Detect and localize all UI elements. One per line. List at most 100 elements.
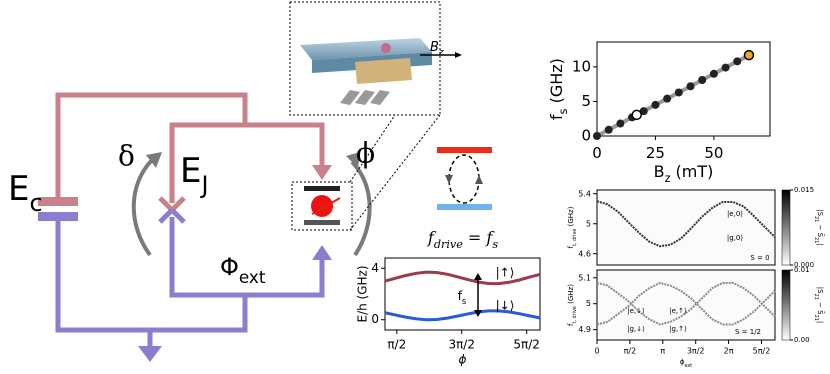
colorbar-label-part: 21	[814, 216, 820, 222]
x-tick-label: 3π/2	[448, 337, 475, 351]
field-label-part: B	[430, 40, 439, 55]
data-point	[651, 100, 660, 109]
x-axis-label-part: ϕ	[680, 358, 685, 366]
y-axis-label-part: f	[547, 114, 566, 120]
colorbar-label-part: |S	[816, 209, 824, 216]
annotation: S = 1/2	[735, 328, 761, 336]
y-tick-label: 4.9	[578, 325, 591, 334]
y-tick-label: 5	[586, 219, 591, 228]
data-point	[733, 57, 742, 66]
resonance-label-part: drive	[434, 238, 463, 251]
colorbar-tick-label: 0.000	[794, 261, 814, 269]
colorbar-tick-label: 0.00	[794, 336, 810, 344]
y-tick-label: 5.1	[578, 273, 591, 282]
colorbar-label-part: 21	[814, 315, 820, 321]
y-axis-label-part: f	[567, 245, 575, 248]
y-axis-label: E/h (GHz)	[356, 265, 370, 322]
field-label: Bz	[430, 40, 444, 58]
data-point	[674, 88, 683, 97]
y-axis-label-part: t, drive	[572, 229, 578, 246]
series-line	[384, 270, 541, 286]
data-point	[709, 69, 718, 78]
series-line	[596, 281, 776, 326]
junction-label: EJ	[180, 151, 209, 199]
y-tick-label: 4.6	[578, 249, 591, 258]
data-point	[604, 125, 613, 134]
colorbar-label-part: 21	[814, 294, 820, 300]
annotation: |e,↑⟩	[669, 307, 687, 315]
y-tick-label: 5	[581, 92, 591, 110]
y-axis-label-part: s	[557, 108, 570, 114]
gap-arrow-head	[474, 310, 482, 317]
series-line	[596, 281, 776, 326]
x-tick-label: π	[660, 347, 665, 356]
y-axis-label-part: (GHz)	[567, 206, 575, 228]
y-tick-label: 5.4	[578, 189, 591, 198]
annotation: S = 0	[750, 254, 769, 262]
highlight-point	[631, 109, 642, 121]
x-tick-label: 50	[704, 144, 723, 162]
data-point	[616, 119, 625, 128]
flux-label: Φext	[220, 253, 266, 287]
annotation: fs	[458, 289, 467, 306]
resonance-label-part: = f	[463, 228, 496, 247]
resonance-label: fdrive = fs	[427, 228, 498, 251]
colorbar	[781, 269, 791, 341]
colorbar-tick-label: 0.01	[794, 266, 810, 274]
plot-frame	[596, 41, 771, 137]
field-label-part: z	[438, 48, 444, 58]
series-line	[384, 309, 541, 322]
x-tick-label: 25	[646, 144, 665, 162]
flux-label-part: ext	[239, 267, 266, 287]
phi-label: ϕ	[356, 137, 375, 170]
x-tick-label: π/2	[624, 347, 637, 356]
capacitor-label-part: c	[29, 189, 42, 217]
x-tick-label: 3π/2	[687, 347, 705, 356]
junction-label-part: E	[180, 151, 201, 191]
y-axis-label-part: (GHz)	[567, 284, 575, 306]
annotation-part: s	[462, 296, 466, 306]
delta-label: δ	[118, 140, 135, 173]
colorbar-label-part: |	[816, 243, 824, 245]
x-tick-label: 0	[592, 144, 602, 162]
data-point	[721, 63, 730, 72]
colorbar-label-part: − S̄	[816, 300, 825, 315]
data-point	[663, 94, 672, 103]
colorbar-label-part: 21	[814, 237, 820, 243]
colorbar-label-part: |	[816, 321, 824, 323]
x-axis-label-part: B	[654, 162, 665, 181]
y-tick-label: 0	[371, 312, 379, 326]
y-axis-label-part: f	[567, 323, 575, 326]
y-axis-label: fs (GHz)	[547, 58, 570, 120]
colorbar-label: |S21 − S̄21|	[814, 209, 826, 245]
x-axis-label: ϕ	[459, 353, 467, 367]
x-axis-label: ϕext	[680, 358, 692, 369]
heatmap-background	[597, 270, 775, 340]
y-axis-label-part: t, drive	[572, 306, 578, 323]
colorbar-label-part: |S	[816, 287, 824, 294]
colorbar-label: |S21 − S̄21|	[814, 287, 826, 323]
y-axis-label-part: (GHz)	[547, 58, 566, 108]
plot-frame	[596, 189, 776, 266]
resonance-label-part: f	[427, 228, 437, 247]
capacitor-label-part: E	[8, 169, 29, 209]
annotation: |e,↓⟩	[627, 307, 645, 315]
annotation: |e,0⟩	[727, 210, 743, 218]
data-point	[698, 76, 707, 85]
y-tick-label: 4	[371, 261, 379, 275]
colorbar-tick-label: 0.015	[794, 186, 814, 194]
x-axis-label-part: (mT)	[670, 162, 713, 181]
y-tick-label: 0	[581, 127, 591, 145]
resonance-label-part: s	[492, 238, 498, 251]
flux-label-part: Φ	[220, 253, 239, 281]
series-line	[596, 200, 776, 248]
data-point	[686, 82, 695, 91]
y-axis-label: ft, drive (GHz)	[567, 206, 578, 248]
x-axis-label-part: ext	[684, 363, 692, 369]
colorbar	[781, 189, 791, 266]
annotation: |g,↓⟩	[627, 325, 645, 333]
x-tick-label: 2π	[724, 347, 734, 356]
x-tick-label: 0	[594, 347, 599, 356]
data-point	[639, 107, 648, 116]
